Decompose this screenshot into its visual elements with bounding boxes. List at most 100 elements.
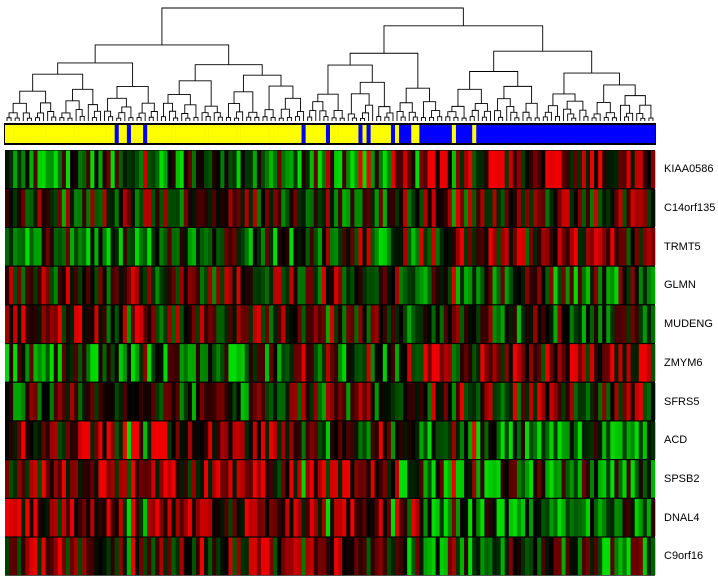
heatmap-cell: [236, 421, 241, 459]
heatmap-cell: [236, 537, 241, 576]
heatmap-cell: [325, 382, 331, 421]
heatmap-cell: [265, 305, 270, 343]
heatmap-cell: [167, 421, 172, 459]
group-cell: [439, 125, 445, 143]
heatmap-cell: [500, 382, 505, 421]
heatmap-cell: [516, 150, 522, 189]
heatmap-cell: [500, 228, 505, 266]
heatmap-cell: [569, 189, 575, 227]
heatmap-cell: [646, 305, 652, 343]
heatmap-cell: [232, 421, 237, 459]
heatmap-cell: [21, 382, 26, 421]
heatmap-cell: [147, 305, 152, 343]
heatmap-cell: [415, 421, 420, 459]
heatmap-cell: [285, 266, 290, 305]
heatmap-cell: [386, 421, 392, 459]
heatmap-cell: [281, 344, 286, 382]
dendrogram-branch: [94, 44, 230, 65]
heatmap-cell: [70, 150, 75, 189]
heatmap-cell: [354, 498, 359, 537]
heatmap-cell: [480, 498, 485, 537]
heatmap-cell: [216, 498, 221, 537]
heatmap-cell: [630, 305, 635, 343]
heatmap-cell: [492, 305, 497, 343]
heatmap-cell: [5, 537, 10, 576]
heatmap-cell: [569, 228, 575, 266]
dendrogram-branch: [593, 113, 601, 121]
heatmap-cell: [301, 228, 306, 266]
heatmap-cell: [573, 150, 579, 189]
heatmap-cell: [606, 189, 611, 227]
heatmap-cell: [155, 498, 160, 537]
group-cell: [122, 125, 128, 143]
heatmap-cell: [285, 150, 290, 189]
dendrogram-branch: [626, 112, 634, 121]
heatmap-cell: [476, 189, 481, 227]
heatmap-cell: [447, 344, 453, 382]
heatmap-cell: [650, 421, 656, 459]
heatmap-cell: [155, 189, 160, 227]
heatmap-cell: [423, 498, 428, 537]
heatmap-cell: [358, 498, 363, 537]
heatmap-cell: [354, 344, 359, 382]
heatmap-cell: [37, 150, 42, 189]
heatmap-cell: [106, 344, 111, 382]
dendrogram-branch: [118, 112, 126, 121]
heatmap-cell: [53, 150, 59, 189]
heatmap-cell: [504, 460, 510, 498]
heatmap-cell: [191, 382, 197, 421]
heatmap-cell: [464, 460, 469, 498]
heatmap-cell: [25, 498, 30, 537]
heatmap-cell: [590, 150, 595, 189]
heatmap-cell: [573, 421, 579, 459]
heatmap-cell: [598, 228, 603, 266]
heatmap-cell: [378, 344, 384, 382]
heatmap-cell: [614, 189, 619, 227]
heatmap-cell: [642, 189, 648, 227]
dendrogram-branch: [384, 116, 390, 121]
heatmap-cell: [74, 150, 79, 189]
heatmap-cell: [504, 305, 510, 343]
heatmap-cell: [415, 382, 420, 421]
heatmap-cell: [399, 266, 404, 305]
heatmap-cell: [37, 228, 42, 266]
heatmap-cell: [171, 421, 176, 459]
heatmap-cell: [525, 305, 530, 343]
dendrogram-branch: [474, 103, 488, 112]
heatmap-cell: [281, 305, 286, 343]
heatmap-cell: [496, 344, 501, 382]
heatmap-cell: [330, 382, 335, 421]
group-cell: [374, 125, 380, 143]
group-cell: [305, 125, 310, 143]
heatmap-cell: [301, 460, 306, 498]
heatmap-cell: [82, 421, 87, 459]
heatmap-cell: [468, 460, 473, 498]
heatmap-cell: [407, 382, 412, 421]
heatmap-cell: [460, 266, 465, 305]
group-cell: [598, 125, 603, 143]
heatmap-cell: [334, 305, 339, 343]
heatmap-cell: [366, 189, 371, 227]
heatmap-cell: [57, 344, 63, 382]
heatmap-cell: [581, 228, 587, 266]
heatmap-cell: [256, 305, 262, 343]
heatmap-cell: [358, 382, 363, 421]
heatmap-cell: [618, 305, 623, 343]
heatmap-cell: [342, 189, 347, 227]
heatmap-cell: [460, 305, 465, 343]
group-cell: [228, 125, 233, 143]
heatmap-cell: [537, 189, 542, 227]
heatmap-cell: [29, 150, 34, 189]
heatmap-cell: [553, 305, 558, 343]
heatmap-cell: [423, 150, 428, 189]
gene-label: ZMYM6: [664, 356, 703, 369]
heatmap-cell: [382, 537, 388, 576]
heatmap-cell: [602, 150, 607, 189]
heatmap-cell: [41, 228, 46, 266]
heatmap-cell: [110, 189, 115, 227]
heatmap-cell: [581, 498, 587, 537]
heatmap-cell: [630, 382, 635, 421]
heatmap-cell: [484, 150, 489, 189]
heatmap-cell: [13, 382, 18, 421]
heatmap-cell: [130, 382, 136, 421]
